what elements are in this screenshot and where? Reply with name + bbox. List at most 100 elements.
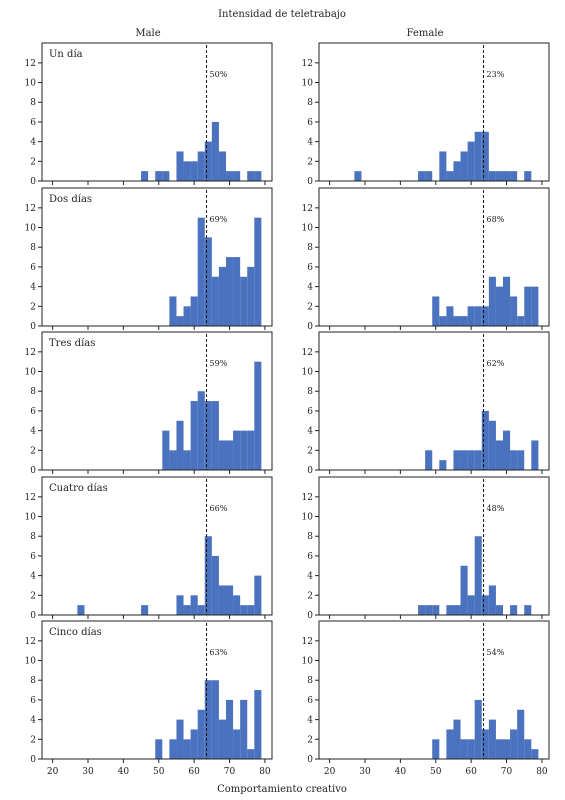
y-tick-label: 2: [307, 157, 313, 167]
histogram-bar: [254, 217, 262, 326]
x-tick-label: 80: [259, 767, 271, 777]
histogram-bar: [176, 420, 184, 470]
panel-frame: [318, 331, 550, 471]
histogram-bar: [474, 131, 482, 181]
panel-frame: [318, 42, 550, 182]
y-tick-label: 4: [307, 283, 313, 293]
histogram-bar: [226, 171, 234, 181]
histogram-bar: [453, 605, 461, 615]
histogram-bar: [524, 286, 532, 326]
y-tick-label: 8: [30, 532, 36, 542]
histogram-bar: [176, 595, 184, 615]
y-tick-label: 8: [307, 532, 313, 542]
y-tick-label: 6: [307, 118, 313, 128]
histogram-bar: [495, 171, 503, 181]
histogram-bar: [176, 316, 184, 326]
histogram-bar: [183, 450, 191, 470]
histogram-bar: [481, 131, 489, 181]
histogram-bar: [211, 401, 219, 470]
histogram-bar: [488, 276, 496, 326]
y-tick-label: 0: [30, 755, 36, 765]
percent-label: 50%: [210, 70, 228, 79]
panels-group: 0 2 4 6 8 10 12 50% Un día 0 2 4 6 8 10 12 23% 0 2 4 6 8 10 12 6…: [25, 42, 550, 777]
percent-label: 69%: [210, 215, 228, 224]
histogram-bar: [169, 450, 177, 470]
histogram-bar: [247, 171, 255, 181]
histogram-bar: [488, 420, 496, 470]
histogram-bar: [517, 450, 525, 470]
histogram-bar: [510, 296, 518, 326]
histogram-bar: [446, 306, 454, 326]
x-axis-label: Comportamiento creativo: [217, 784, 347, 795]
histogram-bar: [197, 605, 205, 615]
x-tick-label: 40: [118, 767, 130, 777]
histogram-bar: [141, 605, 149, 615]
y-tick-label: 2: [307, 446, 313, 456]
histogram-bar: [218, 151, 226, 181]
panel-dos-dias-female: 0 2 4 6 8 10 12 68%: [302, 187, 550, 332]
column-header-male: Male: [135, 28, 160, 39]
row-label: Un día: [49, 49, 83, 60]
histogram-bar: [183, 605, 191, 615]
histogram-bar: [524, 171, 532, 181]
histogram-bar: [432, 605, 440, 615]
y-tick-label: 12: [302, 493, 313, 503]
y-tick-label: 4: [30, 716, 36, 726]
histogram-bar: [240, 276, 248, 326]
histogram-bar: [474, 536, 482, 615]
histogram-bar: [460, 316, 468, 326]
histogram-bar: [517, 316, 525, 326]
percent-label: 59%: [210, 359, 228, 368]
x-tick-label: 20: [47, 767, 59, 777]
panel-cinco-dias-female: 0 2 4 6 8 10 12 20 30 40 50 60 70 80 54%: [302, 620, 550, 777]
y-tick-label: 6: [30, 696, 36, 706]
y-tick-label: 6: [30, 407, 36, 417]
panel-cuatro-dias-female: 0 2 4 6 8 10 12 48%: [302, 476, 550, 621]
histogram-bar: [474, 306, 482, 326]
y-tick-label: 6: [307, 263, 313, 273]
x-tick-label: 80: [536, 767, 548, 777]
y-tick-label: 4: [30, 427, 36, 437]
histogram-bar: [488, 585, 496, 615]
histogram-bar: [418, 605, 426, 615]
histogram-bar: [233, 595, 241, 615]
histogram-bar: [425, 450, 433, 470]
histogram-bar: [190, 595, 198, 615]
histogram-bar: [155, 171, 163, 181]
histogram-bar: [254, 690, 262, 759]
y-tick-label: 0: [307, 322, 313, 332]
panel-frame: [318, 620, 550, 760]
histogram-bar: [204, 141, 212, 181]
x-tick-label: 70: [501, 767, 513, 777]
histogram-bar: [176, 719, 184, 759]
histogram-bar: [254, 171, 262, 181]
y-tick-label: 6: [30, 263, 36, 273]
histogram-bar: [524, 739, 532, 759]
y-tick-label: 4: [30, 283, 36, 293]
y-tick-label: 12: [25, 637, 36, 647]
panel-tres-dias-female: 0 2 4 6 8 10 12 62%: [302, 331, 550, 476]
x-tick-label: 70: [224, 767, 236, 777]
histogram-bar: [481, 595, 489, 615]
y-tick-label: 4: [307, 427, 313, 437]
histogram-bar: [190, 401, 198, 470]
y-tick-label: 12: [25, 348, 36, 358]
panel-frame: [41, 331, 273, 471]
histogram-bar: [460, 450, 468, 470]
percent-label: 66%: [210, 504, 228, 513]
y-tick-label: 2: [30, 591, 36, 601]
y-tick-label: 10: [302, 79, 314, 89]
x-tick-label: 40: [395, 767, 407, 777]
y-tick-label: 0: [307, 466, 313, 476]
histogram-bar: [204, 536, 212, 615]
y-tick-label: 2: [30, 302, 36, 312]
histogram-bar: [155, 739, 163, 759]
histogram-bar: [141, 171, 149, 181]
y-tick-label: 8: [307, 676, 313, 686]
y-tick-label: 4: [307, 716, 313, 726]
histogram-bar: [226, 699, 234, 759]
histogram-bar: [460, 739, 468, 759]
histogram-bar: [488, 719, 496, 759]
y-tick-label: 2: [30, 735, 36, 745]
percent-label: 48%: [487, 504, 505, 513]
